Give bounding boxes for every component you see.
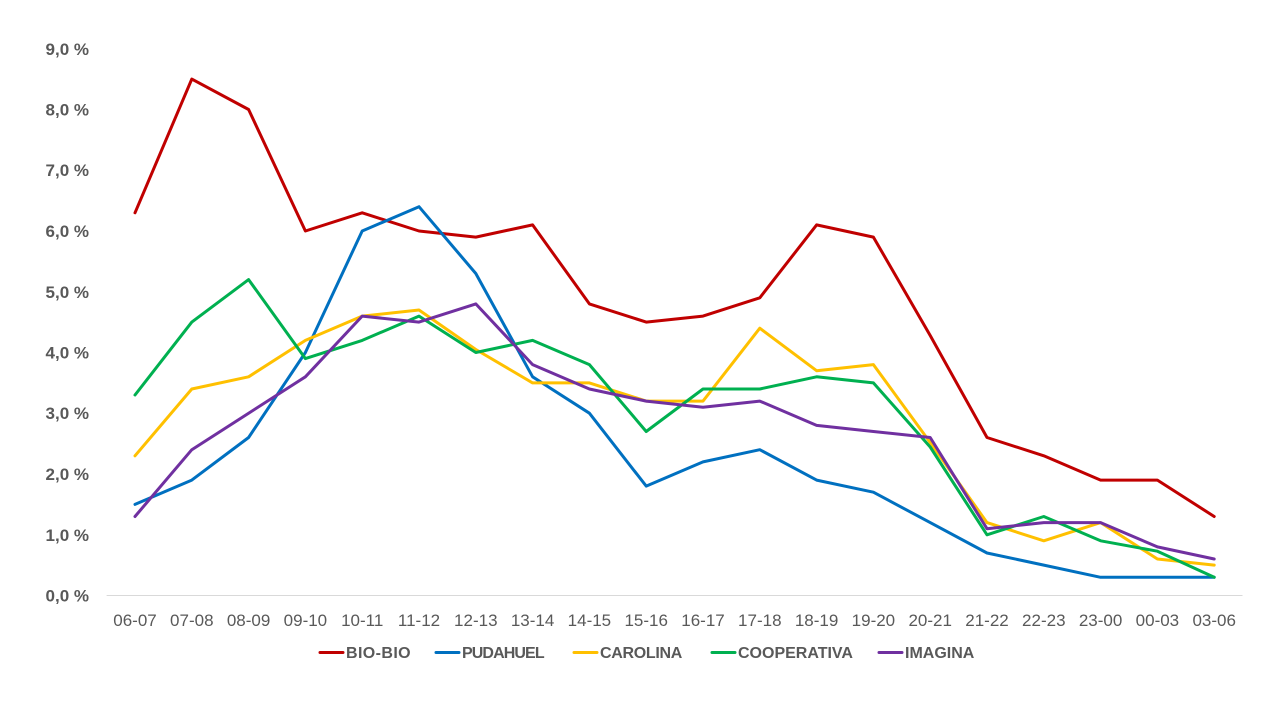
svg-text:8,0 %: 8,0 % — [46, 101, 89, 120]
svg-text:14-15: 14-15 — [568, 611, 611, 630]
svg-text:12-13: 12-13 — [454, 611, 497, 630]
svg-text:08-09: 08-09 — [227, 611, 270, 630]
svg-text:3,0 %: 3,0 % — [46, 404, 89, 423]
svg-text:17-18: 17-18 — [738, 611, 781, 630]
svg-text:22-23: 22-23 — [1022, 611, 1065, 630]
svg-text:10-11: 10-11 — [341, 611, 383, 630]
svg-text:0,0 %: 0,0 % — [46, 587, 89, 606]
svg-text:2,0 %: 2,0 % — [46, 465, 89, 484]
svg-text:5,0 %: 5,0 % — [46, 283, 89, 302]
svg-text:19-20: 19-20 — [852, 611, 895, 630]
svg-text:00-03: 00-03 — [1136, 611, 1179, 630]
svg-text:6,0 %: 6,0 % — [46, 222, 89, 241]
svg-text:09-10: 09-10 — [284, 611, 327, 630]
svg-text:11-12: 11-12 — [398, 611, 440, 630]
svg-text:16-17: 16-17 — [681, 611, 724, 630]
svg-text:03-06: 03-06 — [1192, 611, 1235, 630]
svg-text:07-08: 07-08 — [170, 611, 213, 630]
svg-text:23-00: 23-00 — [1079, 611, 1122, 630]
svg-text:CAROLINA: CAROLINA — [600, 645, 683, 662]
svg-text:13-14: 13-14 — [511, 611, 554, 630]
svg-text:PUDAHUEL: PUDAHUEL — [462, 645, 545, 662]
svg-text:06-07: 06-07 — [113, 611, 156, 630]
svg-text:15-16: 15-16 — [624, 611, 667, 630]
svg-text:4,0 %: 4,0 % — [46, 344, 89, 363]
svg-text:1,0 %: 1,0 % — [46, 526, 89, 545]
svg-text:BIO-BIO: BIO-BIO — [346, 645, 411, 662]
svg-text:7,0 %: 7,0 % — [46, 161, 89, 180]
svg-text:21-22: 21-22 — [965, 611, 1008, 630]
svg-text:9,0 %: 9,0 % — [46, 40, 89, 59]
svg-text:20-21: 20-21 — [908, 611, 951, 630]
svg-text:18-19: 18-19 — [795, 611, 838, 630]
svg-text:COOPERATIVA: COOPERATIVA — [738, 645, 853, 662]
svg-text:IMAGINA: IMAGINA — [905, 645, 975, 662]
